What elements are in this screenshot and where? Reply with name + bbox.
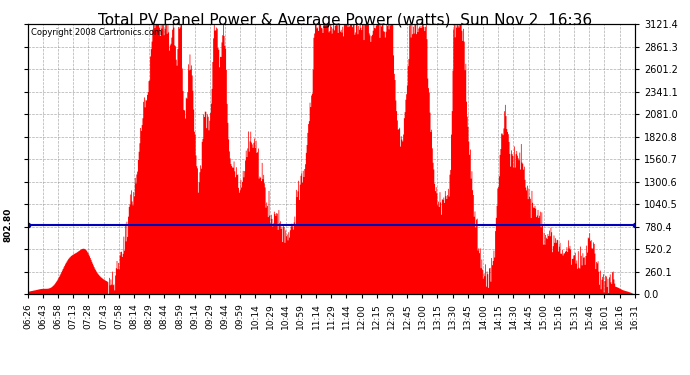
Text: Copyright 2008 Cartronics.com: Copyright 2008 Cartronics.com	[30, 28, 161, 38]
Text: Total PV Panel Power & Average Power (watts)  Sun Nov 2  16:36: Total PV Panel Power & Average Power (wa…	[98, 13, 592, 28]
Text: 802.80: 802.80	[3, 208, 12, 242]
